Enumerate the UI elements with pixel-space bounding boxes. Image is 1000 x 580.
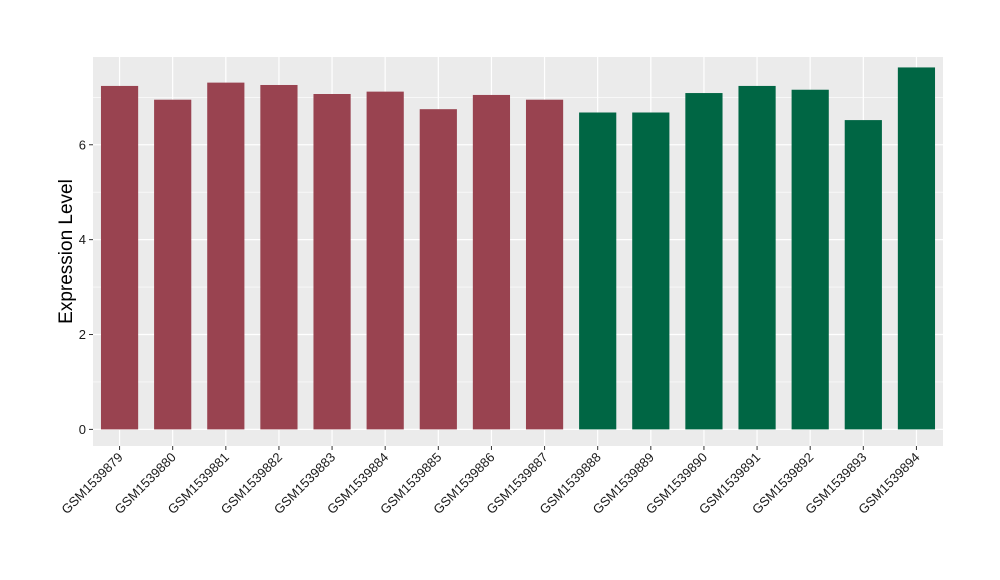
y-axis-title: Expression Level (56, 179, 77, 324)
bar-GSM1539888 (579, 112, 617, 430)
bar-GSM1539894 (897, 67, 936, 430)
y-tick-label: 2 (79, 327, 86, 342)
bar-GSM1539887 (525, 99, 564, 430)
bar-GSM1539883 (313, 94, 351, 430)
bar-GSM1539892 (791, 89, 829, 430)
bar-GSM1539885 (419, 109, 457, 430)
bar-GSM1539886 (472, 94, 511, 430)
bar-GSM1539890 (685, 93, 723, 430)
bar-GSM1539889 (632, 112, 670, 430)
y-tick-label: 4 (79, 232, 86, 247)
bars (100, 67, 936, 430)
bar-GSM1539880 (154, 99, 192, 430)
bar-GSM1539893 (844, 120, 882, 430)
bar-GSM1539881 (207, 82, 245, 430)
y-tick-label: 6 (79, 137, 86, 152)
bar-GSM1539884 (366, 91, 404, 430)
bar-GSM1539879 (100, 85, 139, 430)
y-tick-label: 0 (79, 422, 86, 437)
bar-GSM1539891 (738, 85, 776, 430)
bar-GSM1539882 (260, 84, 298, 430)
